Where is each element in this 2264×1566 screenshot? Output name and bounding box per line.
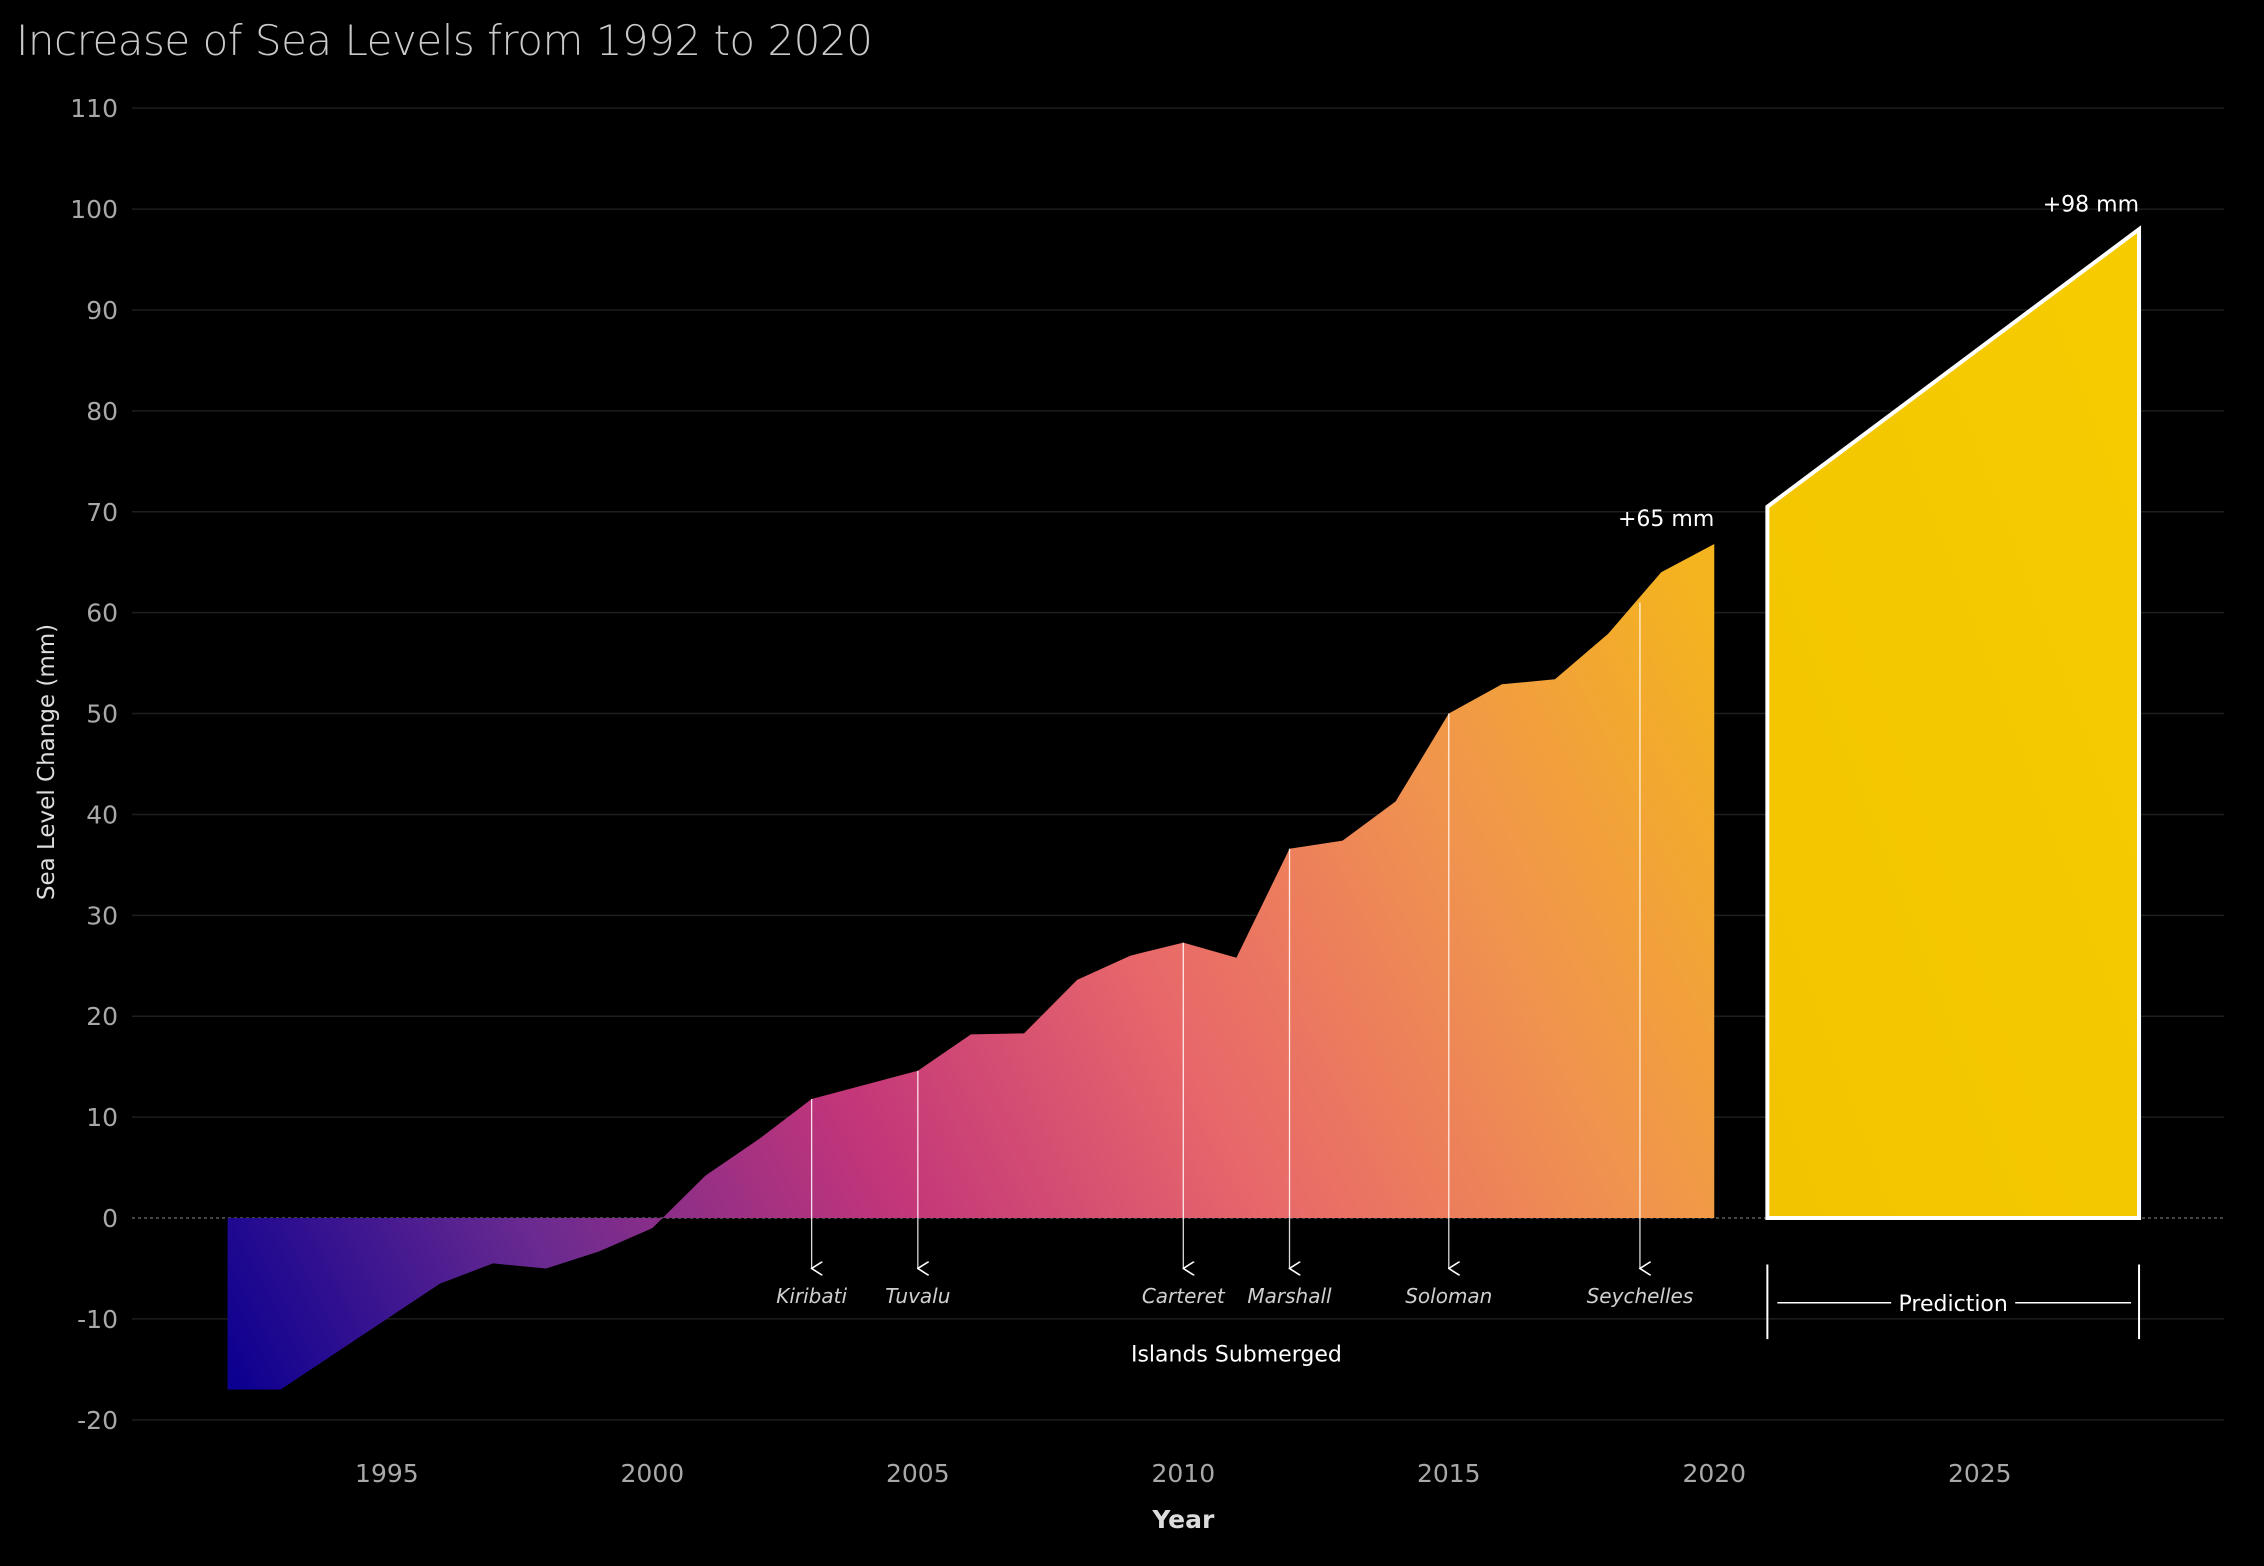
x-axis-label: Year [1151, 1505, 1215, 1534]
observed-area [227, 544, 1715, 1390]
y-tick-label: 90 [86, 296, 118, 325]
x-tick-label: 2015 [1417, 1459, 1481, 1488]
y-tick-label: 60 [86, 599, 118, 628]
chart-title: Increase of Sea Levels from 1992 to 2020 [16, 16, 873, 65]
island-label: Tuvalu [885, 1284, 950, 1308]
y-tick-label: -20 [77, 1406, 118, 1435]
y-tick-label: 70 [86, 498, 118, 527]
y-tick-label: 10 [86, 1103, 118, 1132]
island-label: Kiribati [776, 1284, 847, 1308]
x-tick-label: 2025 [1948, 1459, 2012, 1488]
x-tick-label: 1995 [355, 1459, 419, 1488]
island-label: Carteret [1142, 1284, 1226, 1308]
x-tick-label: 2000 [621, 1459, 685, 1488]
y-tick-label: 80 [86, 397, 118, 426]
y-tick-label: 30 [86, 901, 118, 930]
island-label: Marshall [1247, 1284, 1332, 1308]
y-tick-label: 40 [86, 800, 118, 829]
prediction-label: Prediction [1899, 1292, 2008, 1317]
y-tick-label: -10 [77, 1305, 118, 1334]
island-label: Seychelles [1587, 1284, 1694, 1308]
x-tick-label: 2010 [1151, 1459, 1215, 1488]
y-axis-label: Sea Level Change (mm) [34, 624, 60, 900]
y-tick-label: 0 [102, 1204, 118, 1233]
y-tick-label: 100 [70, 195, 118, 224]
x-tick-label: 2005 [886, 1459, 950, 1488]
islands-submerged-label: Islands Submerged [1131, 1342, 1342, 1367]
island-label: Soloman [1405, 1284, 1492, 1308]
annotation-prediction: +98 mm [2043, 192, 2139, 217]
y-tick-label: 110 [70, 94, 118, 123]
y-tick-label: 50 [86, 700, 118, 729]
y-tick-label: 20 [86, 1002, 118, 1031]
x-tick-label: 2020 [1682, 1459, 1746, 1488]
annotation-observed: +65 mm [1618, 507, 1714, 532]
prediction-area [1765, 225, 2142, 1221]
